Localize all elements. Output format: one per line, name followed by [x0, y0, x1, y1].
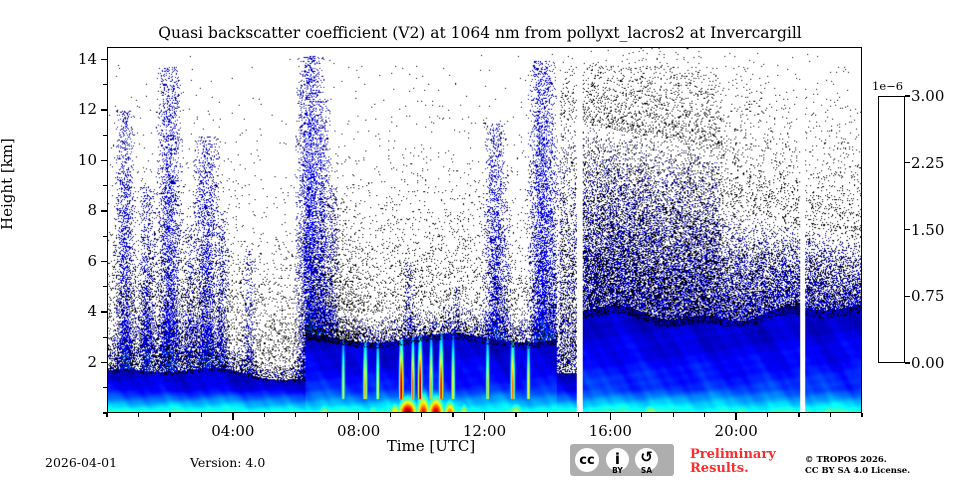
colorbar[interactable]: 1e−6 0.00 0.75 1.50 2.25 3.00 — [872, 79, 944, 372]
y-tick-major — [100, 210, 107, 212]
x-tick-minor — [326, 413, 328, 417]
x-tick-minor — [767, 413, 769, 417]
x-tick-label: 08:00 — [337, 422, 381, 440]
y-tick-label: 12 — [77, 100, 97, 119]
colorbar-tick — [905, 95, 910, 97]
x-tick-minor — [672, 413, 674, 417]
y-tick-label: 14 — [77, 49, 97, 68]
x-tick-label: 12:00 — [462, 422, 507, 440]
colorbar-tick — [905, 362, 910, 364]
y-tick-major — [100, 109, 107, 111]
y-tick-minor — [103, 185, 107, 187]
y-tick-minor — [103, 134, 107, 136]
y-tick-label: 8 — [87, 201, 97, 220]
colorbar-tick-label: 0.75 — [911, 287, 945, 306]
x-tick-major — [483, 413, 486, 420]
colorbar-tick — [905, 228, 910, 231]
y-tick-minor — [103, 286, 107, 288]
colorbar-tick-label: 0.00 — [911, 354, 945, 372]
y-axis-title: Height [km] — [0, 138, 16, 230]
x-tick-minor — [106, 413, 108, 417]
rights-notice: © TROPOS 2026. CC BY SA 4.0 License. — [805, 455, 910, 477]
y-tick-minor — [103, 336, 107, 338]
x-tick-minor — [704, 413, 706, 417]
colorbar-tick-label: 3.00 — [911, 87, 945, 105]
heatmap-canvas — [108, 48, 861, 412]
x-tick-minor — [546, 413, 548, 417]
license-line: CC BY SA 4.0 License. — [805, 466, 911, 476]
x-tick-minor — [452, 413, 454, 417]
x-tick-minor — [137, 413, 140, 417]
y-tick-label: 4 — [87, 302, 97, 321]
y-tick-minor — [103, 235, 107, 237]
x-tick-minor — [200, 413, 202, 417]
colorbar-tick-label: 2.25 — [911, 153, 945, 172]
sa-label: SA — [640, 466, 653, 475]
footer-date: 2026-04-01 — [45, 455, 118, 470]
x-tick-minor — [798, 413, 800, 417]
y-tick-major — [100, 260, 107, 263]
colorbar-tick — [905, 295, 910, 297]
cc-icon — [575, 448, 599, 472]
page-title: Quasi backscatter coefficient (V2) at 10… — [158, 24, 802, 42]
x-tick-minor — [263, 413, 265, 417]
x-tick-label: 16:00 — [588, 422, 632, 440]
by-icon — [606, 448, 629, 471]
y-tick-label: 10 — [77, 150, 97, 169]
y-tick-major — [100, 58, 107, 61]
y-tick-label: 2 — [87, 352, 97, 371]
copyright-line: © TROPOS 2026. — [805, 455, 887, 465]
x-tick-minor — [515, 413, 517, 417]
x-tick-minor — [389, 413, 391, 417]
plot-axes[interactable] — [107, 47, 862, 413]
preliminary-results-note: Preliminary Results. — [690, 447, 776, 476]
x-tick-minor — [295, 413, 297, 417]
y-tick-minor — [103, 412, 107, 414]
x-tick-major — [357, 413, 360, 420]
x-tick-label: 20:00 — [714, 422, 758, 440]
x-tick-major — [735, 413, 737, 420]
y-tick-label: 6 — [87, 251, 97, 270]
y-tick-minor — [103, 387, 107, 389]
by-icon-glyph: i — [614, 450, 621, 468]
y-tick-minor — [103, 84, 107, 86]
sa-icon — [635, 448, 658, 471]
x-tick-label: 04:00 — [211, 422, 255, 440]
x-tick-minor — [829, 413, 832, 417]
y-tick-major — [100, 159, 107, 162]
y-tick-major — [100, 311, 107, 313]
sa-icon-glyph: ↺ — [640, 448, 653, 466]
colorbar-exponent-label: 1e−6 — [872, 79, 904, 93]
x-axis-title: Time [UTC] — [386, 437, 476, 455]
y-tick-major — [100, 361, 107, 364]
x-tick-minor — [861, 413, 863, 417]
colorbar-tick-label: 1.50 — [911, 220, 945, 239]
x-tick-minor — [169, 413, 171, 417]
x-tick-major — [609, 413, 612, 420]
colorbar-tick — [905, 162, 910, 164]
footer-version: Version: 4.0 — [190, 455, 266, 470]
cc-icon-label: cc — [579, 453, 595, 468]
creative-commons-badge[interactable]: cc i BY ↺ SA — [570, 444, 674, 476]
x-tick-minor — [641, 413, 643, 417]
x-tick-minor — [420, 413, 423, 417]
colorbar-gradient — [878, 96, 905, 363]
x-tick-minor — [578, 413, 580, 417]
by-label: BY — [612, 466, 623, 475]
x-tick-major — [232, 413, 234, 420]
